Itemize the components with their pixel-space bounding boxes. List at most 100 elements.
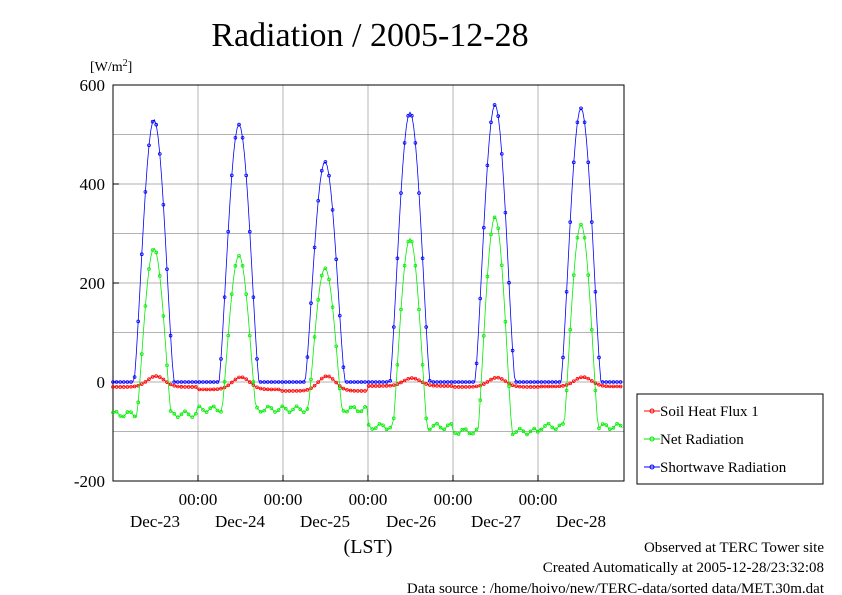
y-unit-label: [W/m2] xyxy=(90,58,132,75)
data-point xyxy=(586,273,590,277)
data-point xyxy=(136,319,141,324)
data-point xyxy=(161,377,166,382)
data-point xyxy=(280,380,285,384)
data-point xyxy=(438,425,443,430)
legend: Soil Heat Flux 1 Net Radiation Shortwave R… xyxy=(636,393,824,485)
data-point xyxy=(122,385,126,389)
data-point xyxy=(186,380,191,384)
data-point xyxy=(517,426,522,431)
data-point xyxy=(463,385,468,389)
data-point xyxy=(255,385,259,390)
data-point xyxy=(438,380,443,384)
data-point xyxy=(597,383,601,387)
data-point xyxy=(377,384,382,388)
data-point xyxy=(550,425,554,430)
data-point xyxy=(499,377,504,381)
data-point xyxy=(435,380,439,384)
data-point xyxy=(363,389,367,393)
legend-label: Soil Heat Flux 1 xyxy=(660,404,759,420)
data-point xyxy=(449,380,454,384)
data-point xyxy=(600,380,605,384)
data-point xyxy=(258,380,263,384)
data-point xyxy=(535,385,540,389)
data-point xyxy=(575,120,580,125)
data-point xyxy=(402,263,407,268)
data-point xyxy=(503,379,508,383)
data-point xyxy=(244,173,249,178)
data-point xyxy=(161,314,166,318)
chart-title: Radiation / 2005-12-28 xyxy=(211,17,528,54)
data-point xyxy=(406,113,411,118)
data-point xyxy=(345,409,349,414)
data-point xyxy=(442,380,447,384)
data-point xyxy=(176,380,180,384)
data-point xyxy=(248,229,252,234)
data-point xyxy=(287,389,292,393)
data-point xyxy=(510,383,515,387)
data-point xyxy=(543,384,547,389)
footer-source: Data source : /home/hoivo/new/TERC-data/… xyxy=(407,581,825,595)
data-point xyxy=(492,376,497,380)
data-point xyxy=(226,333,231,338)
data-point xyxy=(474,427,479,432)
data-point xyxy=(283,389,288,393)
data-point xyxy=(373,426,378,430)
data-point xyxy=(345,388,349,392)
data-point xyxy=(568,327,572,332)
data-point xyxy=(535,430,540,434)
data-point xyxy=(399,307,403,312)
data-point xyxy=(471,431,475,436)
data-point xyxy=(327,277,331,282)
data-point xyxy=(337,313,342,318)
data-point xyxy=(341,386,346,391)
data-point xyxy=(543,380,547,384)
data-point xyxy=(204,380,209,384)
data-point xyxy=(600,422,605,426)
data-point xyxy=(481,225,486,230)
data-point xyxy=(507,280,511,285)
data-point xyxy=(611,425,616,430)
data-point xyxy=(384,380,389,384)
data-point xyxy=(294,404,299,409)
data-point xyxy=(359,409,364,414)
legend-label: Shortwave Radiation xyxy=(660,460,787,476)
data-point xyxy=(316,298,321,302)
data-point xyxy=(568,381,572,386)
y-tick-label: 600 xyxy=(80,76,106,95)
legend-label: Net Radiation xyxy=(660,432,744,448)
data-point xyxy=(179,380,184,384)
footer-site: Observed at TERC Tower site xyxy=(644,540,824,556)
data-point xyxy=(140,382,144,386)
data-point xyxy=(406,376,411,381)
y-tick-label: 400 xyxy=(80,175,106,194)
data-point xyxy=(604,384,608,389)
data-point xyxy=(453,385,457,389)
data-point xyxy=(132,375,137,379)
data-point xyxy=(291,407,295,412)
data-point xyxy=(582,236,587,240)
data-point xyxy=(248,333,252,338)
data-point xyxy=(280,404,285,409)
data-point xyxy=(179,412,184,417)
data-point xyxy=(309,301,313,305)
data-point xyxy=(409,376,414,380)
data-point xyxy=(503,319,508,324)
data-point xyxy=(402,378,407,383)
data-point xyxy=(532,385,536,389)
data-point xyxy=(424,382,429,386)
data-point xyxy=(258,409,263,414)
data-point xyxy=(190,380,195,384)
data-point xyxy=(233,136,238,140)
data-point xyxy=(453,431,457,435)
data-point xyxy=(517,384,522,389)
data-point xyxy=(467,380,472,384)
data-point xyxy=(190,385,195,389)
data-point xyxy=(237,375,241,380)
data-point xyxy=(172,384,177,388)
data-point xyxy=(194,385,198,389)
data-point xyxy=(251,380,256,384)
data-point xyxy=(604,423,608,427)
data-point xyxy=(525,380,529,384)
data-point xyxy=(510,348,515,353)
data-point xyxy=(305,355,310,359)
